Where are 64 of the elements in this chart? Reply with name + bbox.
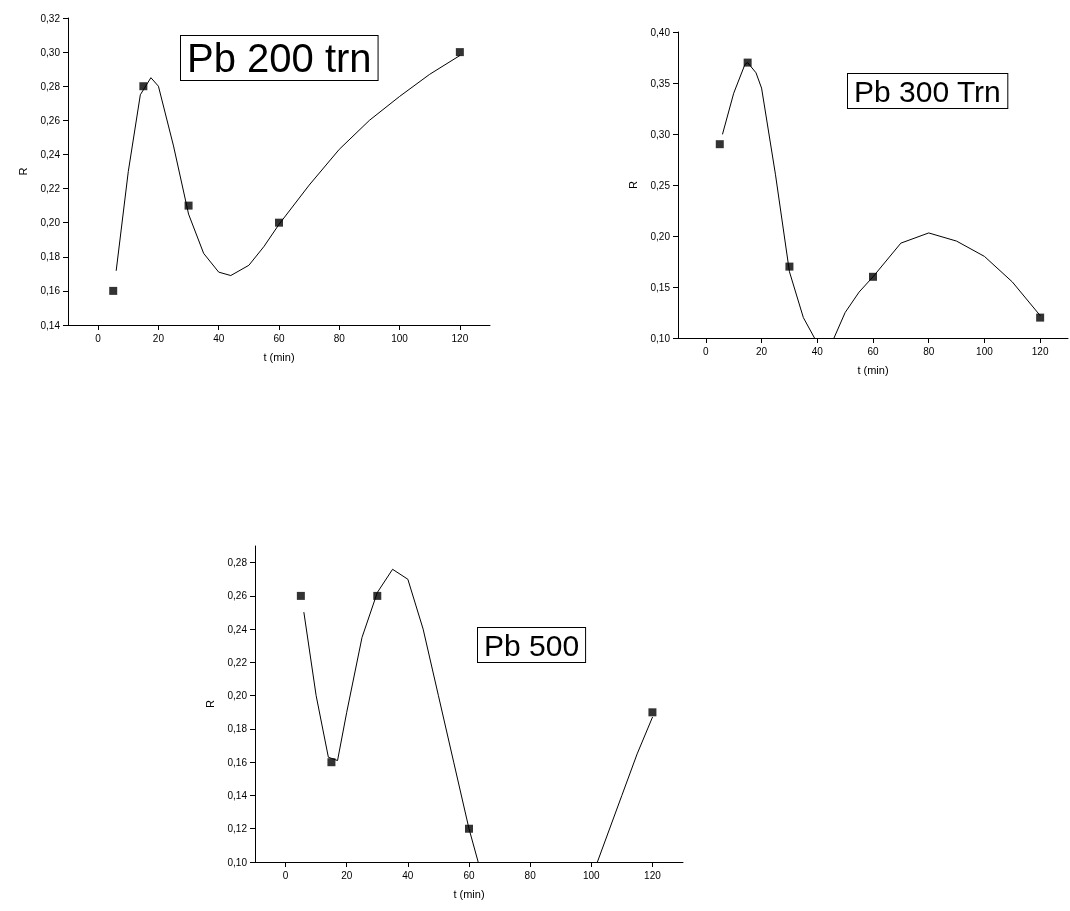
y-axis-title: R <box>626 180 639 189</box>
y-axis-title: R <box>16 167 29 176</box>
y-tick-label: 0,35 <box>650 77 671 89</box>
point <box>296 591 305 600</box>
point <box>327 758 336 767</box>
point <box>109 286 118 295</box>
y-tick-label: 0,22 <box>227 656 248 668</box>
y-tick-label: 0,20 <box>650 230 671 242</box>
x-tick-label: 40 <box>213 332 225 344</box>
y-tick-label: 0,10 <box>227 856 248 868</box>
x-tick-label: 100 <box>582 869 601 881</box>
annotation: Pb 500 <box>484 628 580 662</box>
x-tick-label: 120 <box>644 869 662 881</box>
y-tick-label: 0,40 <box>650 26 671 38</box>
y-axis-title: R <box>203 699 216 708</box>
y-tick-label: 0,28 <box>40 80 61 92</box>
x-tick-label: 0 <box>95 332 102 344</box>
x-tick-label: 120 <box>451 332 469 344</box>
annotation: Pb 300 Trn <box>854 74 1001 108</box>
point <box>648 708 657 717</box>
y-tick-label: 0,26 <box>40 114 61 126</box>
x-tick-label: 40 <box>811 345 824 357</box>
x-tick-label: 60 <box>867 345 879 357</box>
y-tick-label: 0,22 <box>40 183 61 195</box>
x-tick-label: 120 <box>1031 345 1049 357</box>
point <box>715 140 724 149</box>
y-tick-label: 0,10 <box>650 332 671 344</box>
x-tick-label: 20 <box>341 869 353 881</box>
y-tick-label: 0,15 <box>650 281 671 293</box>
y-tick-label: 0,25 <box>650 179 671 191</box>
y-tick-label: 0,18 <box>40 251 61 263</box>
y-tick-label: 0,14 <box>227 789 248 801</box>
y-tick-label: 0,28 <box>227 557 248 569</box>
x-tick-label: 20 <box>152 332 165 344</box>
annotation: Pb 200 trn <box>187 36 372 80</box>
y-tick-label: 0,24 <box>40 148 61 160</box>
y-tick-label: 0,12 <box>227 823 248 835</box>
y-tick-label: 0,16 <box>227 756 248 768</box>
x-tick-label: 20 <box>756 345 768 357</box>
x-tick-label: 40 <box>402 869 414 881</box>
y-tick-label: 0,30 <box>650 128 671 140</box>
y-tick-label: 0,26 <box>227 590 248 602</box>
x-axis-title: t (min) <box>453 887 485 900</box>
y-tick-label: 0,20 <box>40 217 61 229</box>
y-tick-label: 0,18 <box>227 723 248 735</box>
y-tick-label: 0,20 <box>227 690 248 702</box>
point <box>1036 313 1045 322</box>
x-tick-label: 60 <box>463 869 475 881</box>
y-tick-label: 0,24 <box>227 623 248 635</box>
x-tick-label: 60 <box>273 332 285 344</box>
y-tick-label: 0,14 <box>40 319 61 331</box>
x-axis-title: t (min) <box>263 350 295 363</box>
x-tick-label: 80 <box>524 869 537 881</box>
x-axis-title: t (min) <box>857 363 889 376</box>
x-tick-label: 100 <box>391 332 409 344</box>
x-tick-label: 80 <box>923 345 935 357</box>
y-tick-label: 0,16 <box>40 285 61 297</box>
x-tick-label: 0 <box>282 869 289 881</box>
x-tick-label: 100 <box>976 345 994 357</box>
y-tick-label: 0,32 <box>40 12 61 24</box>
x-tick-label: 80 <box>333 332 346 344</box>
x-tick-label: 0 <box>703 345 710 357</box>
point <box>455 48 464 57</box>
y-tick-label: 0,30 <box>40 46 61 58</box>
